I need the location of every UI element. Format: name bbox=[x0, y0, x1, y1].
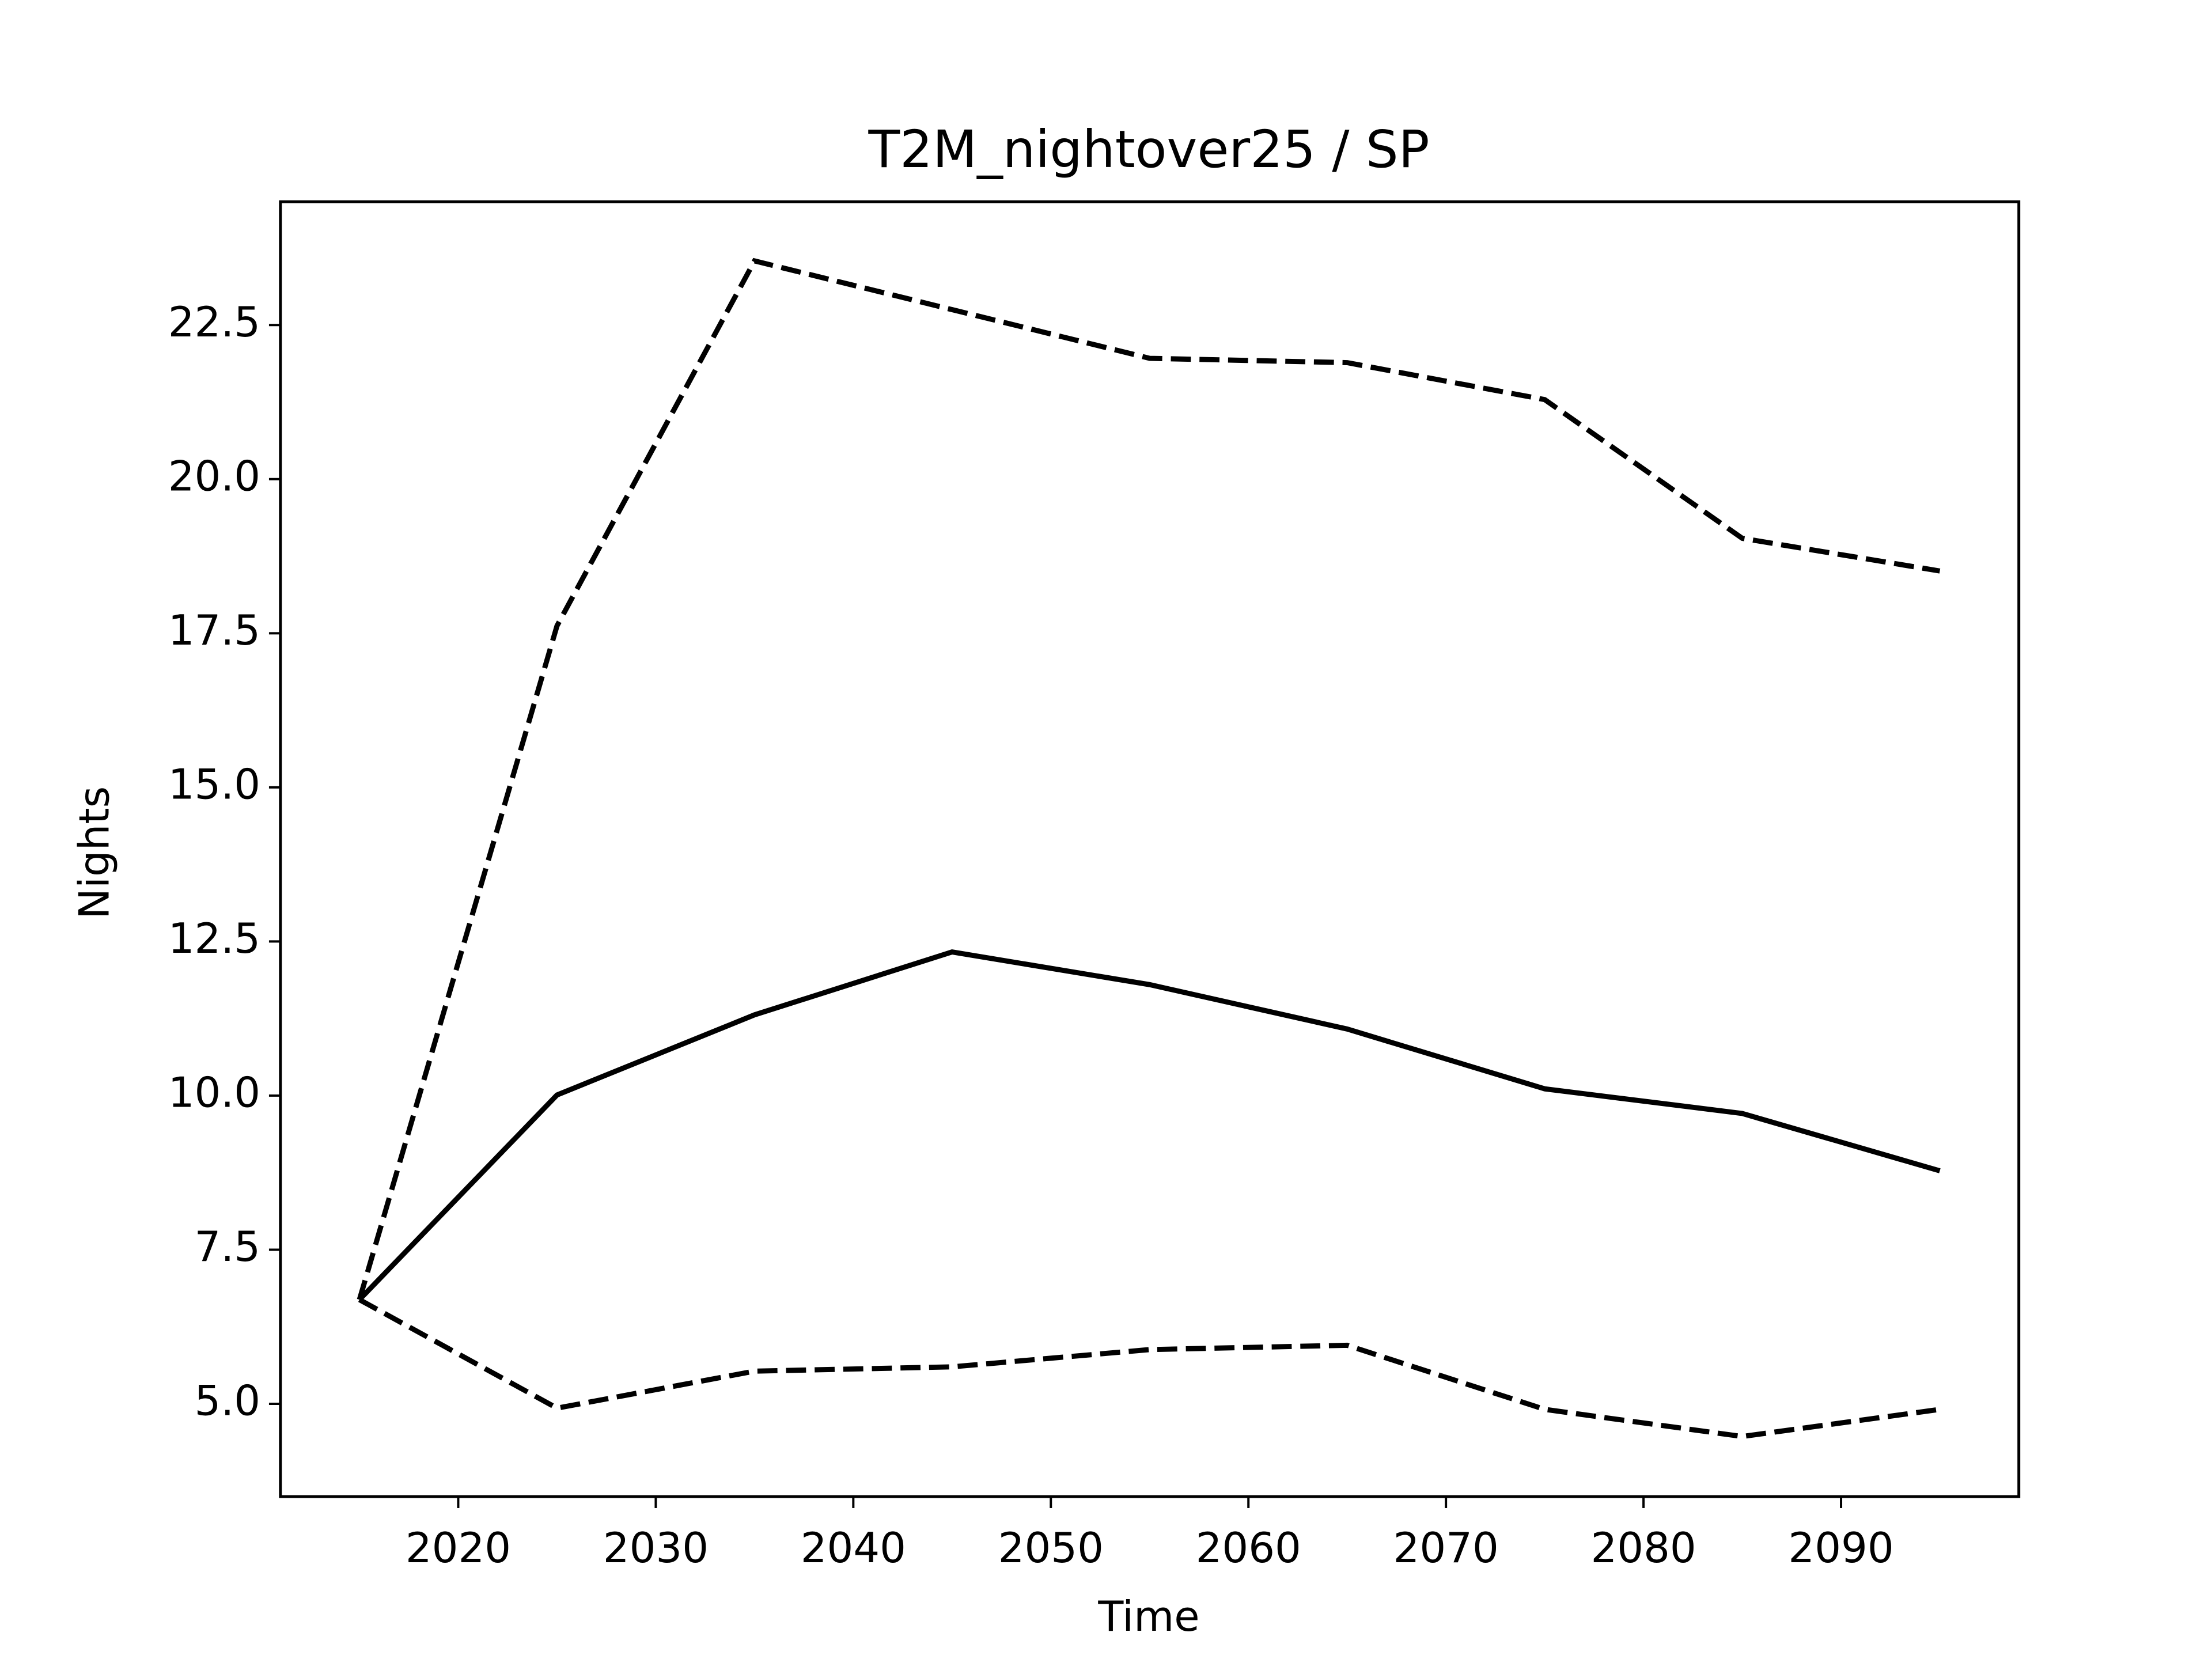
chart-title: T2M_nightover25 / SP bbox=[868, 120, 1429, 180]
y-tick-label: 22.5 bbox=[168, 298, 260, 346]
x-tick-label: 2030 bbox=[603, 1524, 709, 1572]
x-tick-label: 2080 bbox=[1590, 1524, 1696, 1572]
data-line bbox=[357, 257, 1941, 1301]
x-tick-label: 2090 bbox=[1788, 1524, 1893, 1572]
y-tick-label: 10.0 bbox=[168, 1068, 260, 1116]
x-tick-label: 2020 bbox=[406, 1524, 511, 1572]
y-tick-label: 15.0 bbox=[168, 760, 260, 808]
y-tick-label: 17.5 bbox=[168, 606, 260, 654]
x-axis-label: Time bbox=[1097, 1592, 1199, 1641]
x-tick-label: 2040 bbox=[801, 1524, 906, 1572]
y-tick-label: 5.0 bbox=[195, 1377, 261, 1425]
y-axis-label: Nights bbox=[70, 786, 118, 919]
data-line bbox=[358, 1297, 1941, 1440]
y-tick-label: 20.0 bbox=[168, 452, 260, 500]
data-line bbox=[357, 949, 1941, 1302]
y-tick-label: 7.5 bbox=[195, 1222, 261, 1271]
y-tick-label: 12.5 bbox=[168, 914, 260, 963]
x-tick-label: 2070 bbox=[1393, 1524, 1499, 1572]
x-tick-label: 2050 bbox=[998, 1524, 1104, 1572]
x-tick-label: 2060 bbox=[1196, 1524, 1301, 1572]
plot-frame bbox=[279, 200, 2021, 1498]
